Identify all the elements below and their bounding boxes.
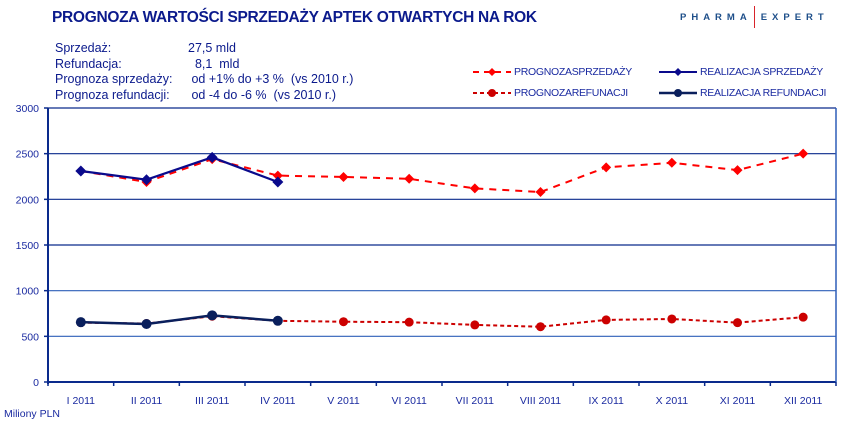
info-label: Sprzedaż: — [55, 41, 112, 55]
info-value: 27,5 mld — [188, 41, 236, 55]
data-point-actual-sales — [75, 165, 87, 177]
legend-label: REALIZACJA REFUNDACJI — [700, 87, 827, 99]
info-value: 8,1 mld — [188, 56, 240, 71]
data-point-forecast-sales — [798, 148, 809, 159]
y-tick-label: 2500 — [16, 149, 40, 161]
data-point-forecast-refund — [601, 315, 611, 325]
info-label: Refundacja: — [55, 56, 122, 71]
info-value: od +1% do +3 % (vs 2010 r.) — [188, 72, 354, 86]
logo-separator — [753, 6, 755, 28]
x-tick-label: XI 2011 — [720, 395, 756, 407]
data-point-forecast-refund — [404, 317, 414, 327]
x-tick-label: III 2011 — [195, 395, 229, 407]
data-point-actual-refund — [207, 310, 218, 321]
info-row-sales: Sprzedaż: 27,5 mld — [55, 41, 353, 57]
info-label: Prognoza sprzedaży: — [55, 72, 173, 86]
legend-label: PROGNOZAREFUNACJI — [514, 87, 628, 99]
x-tick-label: VIII 2011 — [520, 395, 561, 407]
data-point-forecast-sales — [535, 187, 546, 198]
unit-label: Miliony PLN — [4, 408, 61, 420]
data-point-forecast-sales — [338, 171, 349, 182]
x-tick-label: VI 2011 — [391, 395, 427, 407]
x-tick-label: V 2011 — [327, 395, 360, 407]
pharma-expert-logo: PHARMA EXPERT — [680, 6, 829, 28]
x-tick-label: VII 2011 — [456, 395, 494, 407]
data-point-forecast-refund — [536, 322, 545, 332]
legend-swatch-forecast-refund — [473, 89, 511, 97]
x-tick-label: XII 2011 — [784, 395, 822, 407]
x-tick-label: I 2011 — [67, 395, 96, 407]
legend-label: PROGNOZASPRZEDAŻY — [514, 66, 632, 78]
data-point-forecast-refund — [667, 314, 677, 324]
info-value: od -4 do -6 % (vs 2010 r.) — [188, 87, 336, 102]
data-point-actual-sales — [141, 174, 152, 186]
legend-swatch-actual-sales — [659, 68, 697, 76]
data-point-forecast-sales — [404, 173, 415, 184]
series-line-actual-sales — [80, 156, 279, 184]
info-row-sales-forecast: Prognoza sprzedaży: od +1% do +3 % (vs 2… — [55, 72, 353, 88]
y-tick-label: 0 — [33, 377, 39, 389]
legend-item-actual-sales: REALIZACJA SPRZEDAŻY — [658, 66, 823, 78]
data-point-forecast-sales — [732, 165, 743, 176]
data-point-actual-sales — [272, 176, 284, 188]
data-point-forecast-sales — [272, 170, 283, 181]
legend-item-forecast-sales: PROGNOZASPRZEDAŻY — [472, 66, 632, 78]
data-point-forecast-refund — [339, 317, 348, 327]
legend-swatch-actual-refund — [659, 89, 697, 97]
y-tick-label: 500 — [21, 331, 39, 343]
legend-item-actual-refund: REALIZACJA REFUNDACJI — [658, 87, 826, 99]
summary-info: Sprzedaż: 27,5 mld Refundacja: 8,1 mld P… — [55, 41, 353, 103]
data-point-forecast-refund — [798, 312, 808, 322]
data-point-actual-refund — [75, 317, 86, 328]
x-tick-label: II 2011 — [131, 395, 162, 407]
info-row-refund-forecast: Prognoza refundacji: od -4 do -6 % (vs 2… — [55, 88, 353, 104]
legend-item-forecast-refund: PROGNOZAREFUNACJI — [472, 87, 628, 99]
x-tick-label: X 2011 — [656, 395, 689, 407]
data-point-forecast-sales — [601, 162, 612, 173]
y-tick-label: 1000 — [16, 286, 40, 298]
series-line-actual-refund — [80, 314, 278, 326]
legend-label: REALIZACJA SPRZEDAŻY — [700, 66, 823, 78]
data-point-actual-sales — [206, 151, 218, 163]
y-tick-label: 1500 — [16, 240, 40, 252]
data-point-forecast-sales — [469, 183, 480, 194]
logo-left-text: PHARMA — [680, 11, 752, 23]
data-point-forecast-refund — [733, 318, 742, 328]
info-label: Prognoza refundacji: — [55, 87, 170, 102]
data-point-actual-refund — [141, 319, 152, 330]
info-row-refund: Refundacja: 8,1 mld — [55, 57, 353, 73]
data-point-forecast-sales — [666, 157, 677, 168]
data-point-forecast-refund — [470, 320, 480, 330]
x-tick-label: IX 2011 — [588, 395, 624, 407]
data-point-actual-refund — [272, 315, 283, 326]
legend-swatch-forecast-sales — [473, 68, 511, 76]
x-tick-label: IV 2011 — [260, 395, 296, 407]
y-tick-label: 2000 — [16, 194, 40, 206]
chart-title: PROGNOZA WARTOŚCI SPRZEDAŻY APTEK OTWART… — [52, 9, 537, 26]
y-tick-label: 3000 — [16, 103, 40, 115]
series-line-forecast-sales — [80, 152, 804, 194]
logo-right-text: EXPERT — [760, 11, 829, 23]
